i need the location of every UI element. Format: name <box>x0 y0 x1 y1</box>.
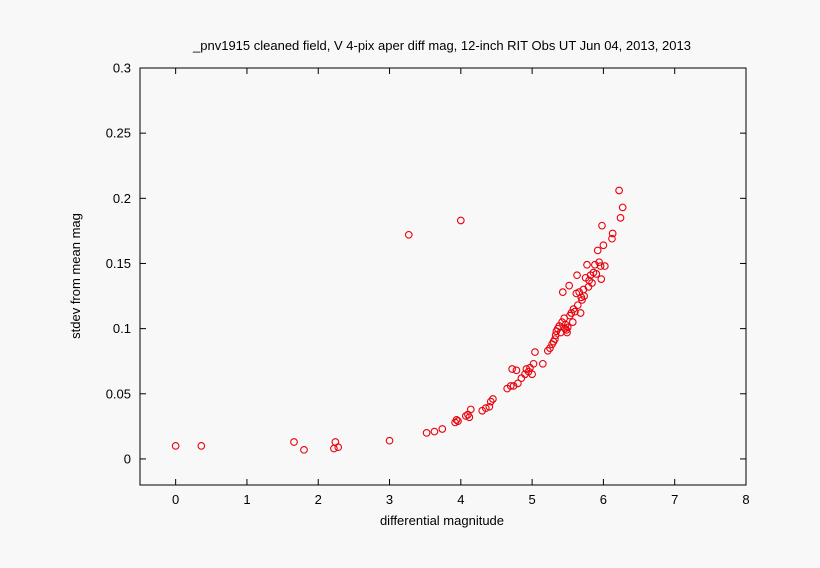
data-point <box>466 405 475 414</box>
data-points <box>171 186 627 454</box>
data-point <box>489 395 497 403</box>
data-point <box>580 292 589 300</box>
data-point <box>573 271 581 280</box>
data-point <box>528 370 536 379</box>
y-tick-label: 0.15 <box>106 256 131 271</box>
data-point <box>591 260 599 269</box>
data-point <box>597 275 606 283</box>
data-point <box>573 301 582 310</box>
data-point <box>452 415 461 424</box>
data-point <box>508 365 517 373</box>
y-tick-label: 0.2 <box>113 191 131 206</box>
data-point <box>529 359 538 368</box>
data-point <box>558 288 567 296</box>
x-tick-label: 0 <box>172 492 179 507</box>
plot-frame <box>139 67 747 486</box>
data-point <box>454 417 462 426</box>
x-tick-label: 4 <box>457 492 464 507</box>
data-point <box>578 296 586 304</box>
data-point <box>615 186 623 195</box>
data-point <box>422 429 431 437</box>
data-point <box>197 442 206 450</box>
data-point <box>588 279 596 287</box>
data-point <box>300 445 308 454</box>
chart-title: _pnv1915 cleaned field, V 4-pix aper dif… <box>192 38 691 53</box>
data-point <box>583 260 591 269</box>
data-point <box>531 348 539 356</box>
data-point <box>485 402 494 411</box>
x-tick-label: 7 <box>671 492 678 507</box>
x-tick-label: 6 <box>600 492 607 507</box>
axis-ticks: 0 1 2 3 4 5 6 7 8 0 0.05 0.1 0.15 0.2 0.25 0.3 <box>106 61 750 508</box>
data-point <box>546 344 554 353</box>
data-point <box>430 427 439 436</box>
x-axis-title: differential magnitude <box>380 513 504 528</box>
data-point <box>404 230 413 239</box>
data-point <box>565 281 574 290</box>
data-point <box>575 288 584 296</box>
data-point <box>567 309 576 317</box>
x-tick-label: 2 <box>315 492 322 507</box>
data-point <box>618 203 627 212</box>
y-tick-label: 0.05 <box>106 386 131 401</box>
data-point <box>171 442 180 450</box>
x-tick-label: 8 <box>742 492 749 507</box>
x-tick-label: 3 <box>386 492 393 507</box>
data-point <box>599 241 608 250</box>
data-point <box>506 382 515 390</box>
x-tick-label: 5 <box>529 492 536 507</box>
data-point <box>592 270 601 278</box>
data-point <box>514 379 522 388</box>
data-point <box>481 404 490 412</box>
data-point <box>576 309 585 317</box>
data-point <box>334 443 343 452</box>
data-point <box>290 438 298 446</box>
plot-border <box>139 67 747 486</box>
data-point <box>385 436 394 445</box>
data-point <box>568 318 577 326</box>
y-tick-label: 0.1 <box>113 321 131 336</box>
data-point <box>595 258 603 267</box>
data-point <box>616 214 625 222</box>
x-tick-label: 1 <box>243 492 250 507</box>
data-point <box>456 216 465 225</box>
y-axis-title: stdev from mean mag <box>68 213 83 339</box>
data-point <box>512 366 521 375</box>
data-point <box>598 221 606 230</box>
y-tick-label: 0 <box>124 451 131 466</box>
data-point <box>465 413 474 422</box>
data-point <box>571 307 579 316</box>
data-point <box>600 262 609 270</box>
y-tick-label: 0.3 <box>113 61 131 76</box>
data-point <box>608 234 616 243</box>
data-point <box>608 229 617 238</box>
y-tick-label: 0.25 <box>106 126 131 141</box>
data-point <box>563 328 571 337</box>
plot-area <box>139 67 747 486</box>
data-point <box>596 262 605 270</box>
data-point <box>551 335 559 343</box>
data-point <box>593 246 602 255</box>
data-point <box>538 359 547 368</box>
data-point <box>438 425 447 433</box>
data-point <box>509 382 518 390</box>
data-point <box>563 323 572 332</box>
